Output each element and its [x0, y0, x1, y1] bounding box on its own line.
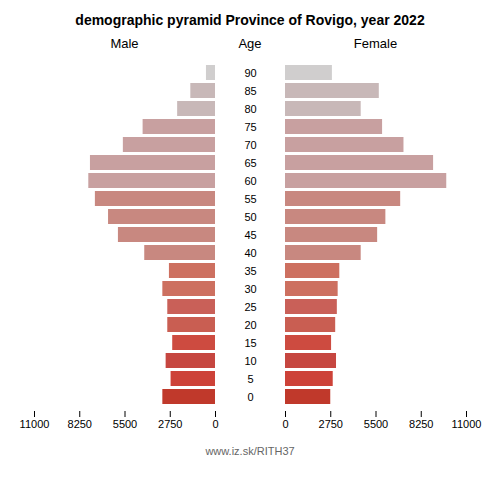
- svg-text:85: 85: [244, 85, 256, 97]
- svg-text:60: 60: [244, 175, 256, 187]
- svg-text:25: 25: [244, 301, 256, 313]
- svg-text:50: 50: [244, 211, 256, 223]
- svg-text:11000: 11000: [20, 418, 50, 430]
- svg-text:8250: 8250: [409, 418, 433, 430]
- svg-text:15: 15: [244, 337, 256, 349]
- svg-text:2750: 2750: [158, 418, 182, 430]
- svg-text:10: 10: [244, 355, 256, 367]
- html-text:Female: Female: [353, 36, 398, 51]
- svg-text:35: 35: [244, 265, 256, 277]
- svg-text:11000: 11000: [452, 418, 482, 430]
- svg-text:55: 55: [244, 193, 256, 205]
- svg-text:30: 30: [244, 283, 256, 295]
- html-text:Age: Age: [238, 36, 262, 51]
- svg-text:20: 20: [244, 319, 256, 331]
- svg-text:5500: 5500: [113, 418, 137, 430]
- html-text:demographic pyramid Province o: demographic pyramid Province of Rovigo, …: [75, 12, 425, 28]
- svg-text:90: 90: [244, 67, 256, 79]
- svg-text:0: 0: [247, 391, 253, 403]
- html-text:Male: Male: [110, 36, 139, 51]
- svg-text:0: 0: [282, 418, 288, 430]
- svg-text:0: 0: [212, 418, 218, 430]
- svg-text:45: 45: [244, 229, 256, 241]
- svg-text:8250: 8250: [68, 418, 92, 430]
- svg-text:75: 75: [244, 121, 256, 133]
- svg-text:5500: 5500: [364, 418, 388, 430]
- svg-text:65: 65: [244, 157, 256, 169]
- svg-text:2750: 2750: [319, 418, 343, 430]
- svg-text:70: 70: [244, 139, 256, 151]
- html-text:www.iz.sk/RITH37: www.iz.sk/RITH37: [205, 445, 295, 457]
- svg-text:40: 40: [244, 247, 256, 259]
- svg-text:80: 80: [244, 103, 256, 115]
- svg-text:5: 5: [247, 373, 253, 385]
